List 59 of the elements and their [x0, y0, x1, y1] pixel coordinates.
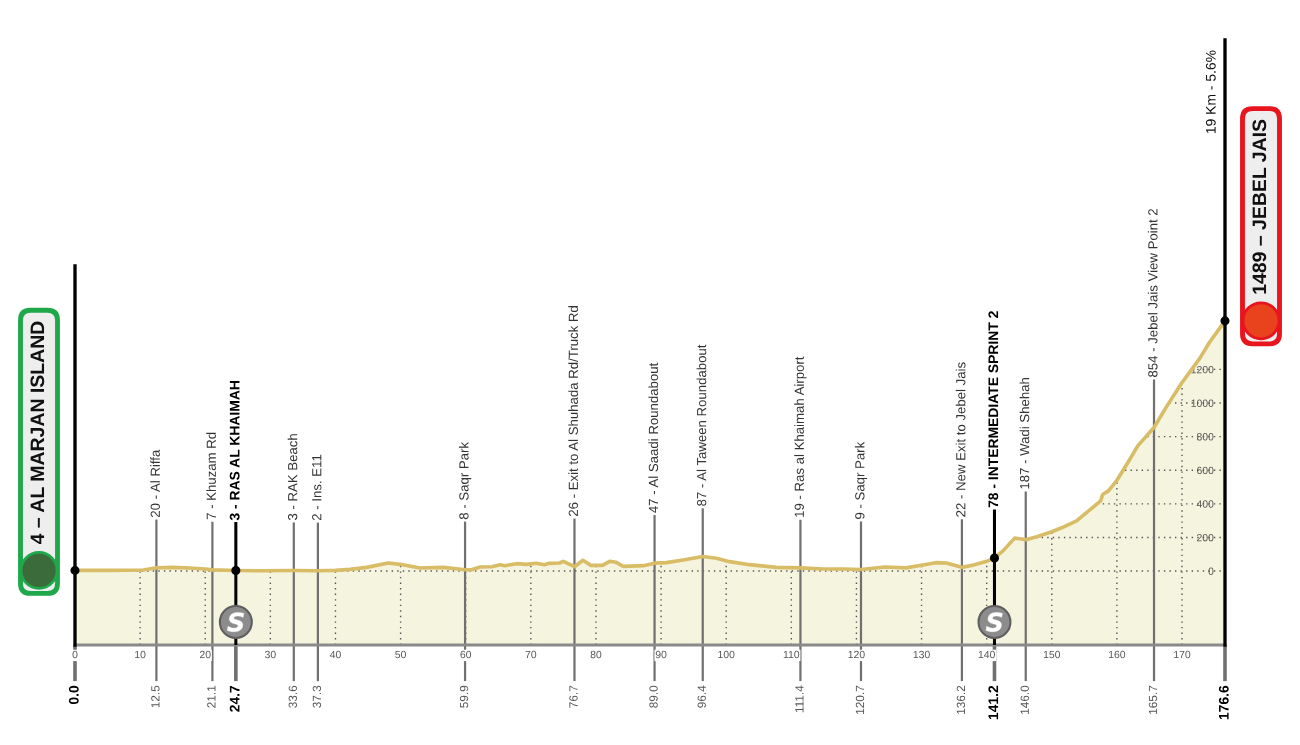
- annotation: 19 Km - 5.6%: [1205, 50, 1216, 134]
- x2-tick-label: 96.4: [697, 685, 706, 708]
- x-tick-label: 170: [1174, 650, 1191, 659]
- x2-tick-label: 120.7: [855, 685, 865, 714]
- y-tick-label: 600: [1197, 466, 1214, 475]
- y-tick-label: 400: [1196, 500, 1214, 508]
- x-tick-label: 40: [329, 650, 341, 659]
- x2-tick-label: 176.6: [1218, 685, 1229, 720]
- ref-line-label: 22 - New Exit to Jebel Jais: [955, 362, 966, 517]
- x-tick-label: 10: [135, 650, 146, 659]
- y-tick-label: 800: [1196, 433, 1214, 441]
- x-tick-label: 0: [72, 650, 78, 659]
- x2-tick-label: 141.2: [988, 685, 999, 720]
- x2-tick-label: 24.7: [229, 685, 240, 712]
- x-tick-label: 60: [460, 650, 472, 659]
- ref-line-label: 20 - Al Riffa: [150, 449, 160, 518]
- x-tick-label: 150: [1043, 650, 1061, 659]
- ref-line-label: 187 - Wadi Shehah: [1019, 378, 1030, 489]
- ref-line-label: 47 - Al Saadi Roundabout: [648, 362, 659, 513]
- ref-line-label: 26 - Exit to Al Shuhada Rd/Truck Rd: [568, 306, 578, 517]
- x2-tick-label: 59.9: [459, 685, 469, 708]
- x-tick-label: 100: [718, 650, 735, 659]
- x2-tick-label: 111.4: [795, 685, 804, 713]
- x2-tick-label: 76.7: [569, 685, 578, 708]
- x2-tick-label: 12.5: [151, 685, 160, 708]
- ref-line-label: 2 - Ins. E11: [312, 454, 322, 521]
- x2-tick-label: 136.2: [956, 685, 966, 714]
- x2-tick-label: 0.0: [68, 685, 79, 705]
- x-tick-label: 50: [395, 650, 406, 659]
- x2-tick-label: 21.1: [207, 685, 216, 708]
- x-tick-label: 110: [783, 650, 800, 659]
- x-tick-label: 20: [199, 650, 211, 659]
- x-tick-label: 80: [590, 650, 602, 659]
- x-tick-label: 90: [655, 650, 667, 659]
- ref-line-label: 3 - RAS AL KHAIMAH: [229, 381, 240, 521]
- x-tick-label: 70: [525, 650, 537, 659]
- ref-line-label: 87 - Al Taween Roundabout: [696, 344, 707, 506]
- x2-tick-label: 89.0: [649, 685, 658, 708]
- annotation: 1489 – JEBEL JAIS: [1252, 119, 1267, 294]
- ref-line-label: 19 - Ras al Khaimah Airport: [794, 356, 807, 517]
- x2-tick-label: 165.7: [1148, 685, 1158, 714]
- x2-tick-label: 33.6: [288, 685, 297, 708]
- y-tick-label: 1000: [1191, 399, 1214, 407]
- ref-line-label: 9 - Saqr Park: [854, 441, 868, 519]
- x-tick-label: 160: [1109, 650, 1126, 659]
- ref-line-label: 8 - Saqr Park: [458, 441, 472, 520]
- x2-tick-label: 37.3: [312, 685, 322, 708]
- x-tick-label: 140: [978, 650, 995, 659]
- x-tick-label: 30: [264, 650, 276, 659]
- x2-tick-label: 146.0: [1020, 685, 1029, 714]
- x-tick-label: 130: [913, 650, 930, 659]
- ref-line-label: 854 - Jebel Jais View Point 2: [1147, 209, 1158, 377]
- y-tick-label: 200: [1197, 533, 1214, 542]
- y-tick-label: 0: [1208, 567, 1214, 575]
- ref-line-label: 7 - Khuzam Rd: [206, 432, 216, 520]
- annotation: 4 – AL MARJAN ISLAND: [30, 321, 45, 545]
- ref-line-label: 78 - INTERMEDIATE SPRINT 2: [988, 311, 999, 508]
- ref-line-label: 3 - RAK Beach: [287, 434, 298, 521]
- x-tick-label: 120: [848, 650, 865, 659]
